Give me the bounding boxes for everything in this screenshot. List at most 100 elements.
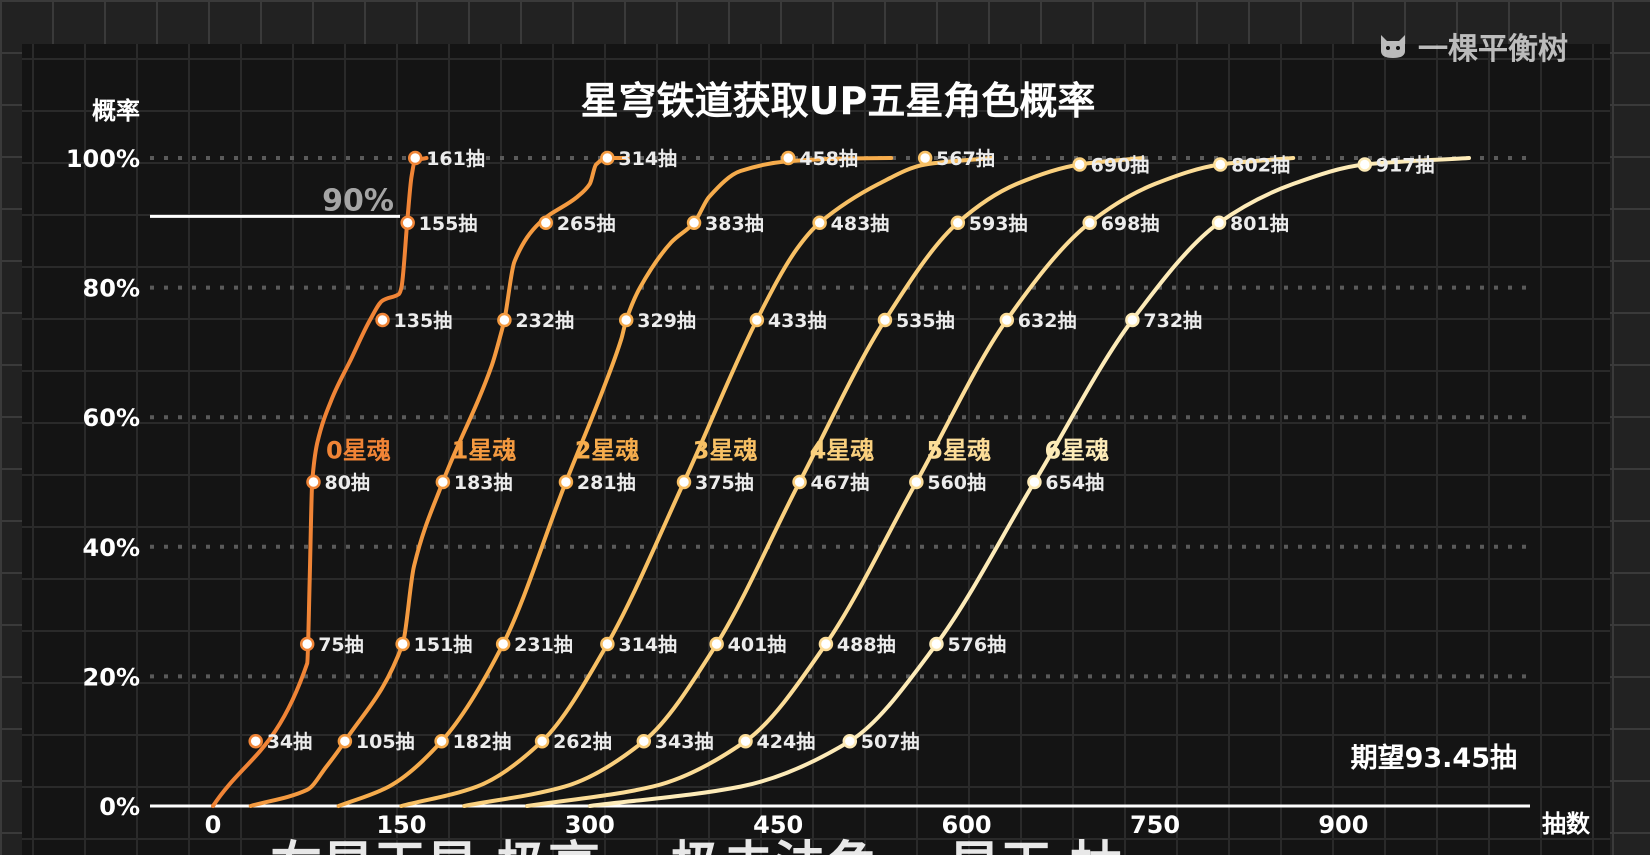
point-label: 281抽 xyxy=(577,471,636,494)
data-point xyxy=(709,636,724,652)
curve-label: 5星魂 xyxy=(926,437,991,465)
data-point xyxy=(950,215,966,231)
data-point xyxy=(1211,215,1227,231)
curve-label: 3星魂 xyxy=(693,437,758,465)
data-point xyxy=(842,733,858,749)
point-label: 329抽 xyxy=(637,309,696,332)
point-label: 433抽 xyxy=(768,309,827,332)
data-point xyxy=(395,636,410,652)
point-label: 182抽 xyxy=(453,730,512,753)
point-label: 690抽 xyxy=(1091,153,1150,176)
point-label: 535抽 xyxy=(896,309,955,332)
series-6: 507抽 576抽 654抽 732抽 801抽 917抽 6星魂 xyxy=(587,153,1471,808)
point-label: 183抽 xyxy=(454,471,513,494)
series-4: 343抽 401抽 467抽 535抽 593抽 690抽 4星魂 xyxy=(462,153,1150,808)
x-tick-label: 900 xyxy=(1318,811,1368,839)
curve-label: 0星魂 xyxy=(326,437,391,465)
point-label: 632抽 xyxy=(1018,309,1077,332)
data-point xyxy=(780,150,796,166)
reference-line-group: 90% xyxy=(150,183,400,218)
point-label: 560抽 xyxy=(927,471,986,494)
x-tick-label: 150 xyxy=(376,811,426,839)
data-point xyxy=(1125,312,1140,328)
series-2: 182抽 231抽 281抽 329抽 383抽 458抽 2星魂 xyxy=(336,147,894,808)
point-label: 314抽 xyxy=(618,147,677,170)
series-line xyxy=(399,156,994,808)
data-point xyxy=(600,150,615,166)
data-point xyxy=(337,733,353,749)
data-point xyxy=(538,215,554,231)
point-label: 488抽 xyxy=(837,633,896,656)
point-label: 135抽 xyxy=(394,309,453,332)
curve-label: 6星魂 xyxy=(1044,437,1109,465)
point-label: 80抽 xyxy=(324,471,369,494)
y-tick-label: 40% xyxy=(83,534,140,562)
point-label: 105抽 xyxy=(356,730,415,753)
y-gridlines xyxy=(150,156,1530,679)
x-axis-label: 抽数 xyxy=(1542,810,1591,838)
watermark-text: 一棵平衡树 xyxy=(1418,32,1568,67)
data-point xyxy=(400,215,415,231)
y-tick-label: 100% xyxy=(66,145,140,173)
point-label: 383抽 xyxy=(705,212,764,235)
y-tick-label: 20% xyxy=(83,663,140,691)
point-label: 576抽 xyxy=(947,633,1006,656)
point-label: 343抽 xyxy=(655,730,714,753)
reference-line-label: 90% xyxy=(322,183,394,218)
point-label: 265抽 xyxy=(557,212,616,235)
data-point xyxy=(434,733,449,749)
axes: 0% 20% 40% 60% 80% 100% 0 150 300 450 600 750 900 xyxy=(66,145,1530,839)
point-label: 593抽 xyxy=(969,212,1028,235)
x-tick-label: 600 xyxy=(942,811,992,839)
series-line xyxy=(525,156,1296,808)
data-point xyxy=(749,312,765,328)
series-line xyxy=(211,156,429,808)
data-point xyxy=(1072,157,1087,172)
data-point xyxy=(495,636,511,652)
point-label: 161抽 xyxy=(426,147,485,170)
data-point xyxy=(1357,157,1373,172)
expectation-annotation: 期望93.45抽 xyxy=(1351,743,1517,774)
data-point xyxy=(1082,215,1097,231)
data-point xyxy=(618,312,634,328)
data-point xyxy=(299,636,315,652)
point-label: 732抽 xyxy=(1143,309,1202,332)
data-point xyxy=(929,636,944,652)
point-label: 467抽 xyxy=(811,471,870,494)
data-point xyxy=(534,733,550,749)
x-tick-label: 300 xyxy=(565,811,615,839)
chart-title: 星穹铁道获取UP五星角色概率 xyxy=(581,79,1096,123)
data-point xyxy=(1027,474,1042,490)
cat-face-icon xyxy=(1381,35,1405,58)
y-tick-label: 0% xyxy=(99,793,140,821)
data-point xyxy=(407,150,423,166)
curve-label: 1星魂 xyxy=(452,437,517,465)
point-label: 155抽 xyxy=(419,212,478,235)
y-axis-label: 概率 xyxy=(92,97,140,125)
curve-label: 4星魂 xyxy=(810,437,875,465)
data-point xyxy=(999,312,1015,328)
point-label: 654抽 xyxy=(1045,471,1104,494)
x-tick-label: 450 xyxy=(753,811,803,839)
curve-label: 2星魂 xyxy=(575,437,640,465)
point-label: 262抽 xyxy=(553,730,612,753)
y-tick-label: 80% xyxy=(83,275,140,303)
data-point xyxy=(435,474,451,490)
data-point xyxy=(917,150,933,166)
series-5: 424抽 488抽 560抽 632抽 698抽 802抽 5星魂 xyxy=(525,153,1296,808)
point-label: 917抽 xyxy=(1376,153,1435,176)
subtitle-strip: 右星王星 极高 一极击法角 一星王 抽 xyxy=(270,837,1122,855)
point-label: 424抽 xyxy=(757,730,816,753)
data-point xyxy=(497,312,512,328)
watermark: 一棵平衡树 xyxy=(1378,26,1568,67)
point-label: 401抽 xyxy=(728,633,787,656)
series-3: 262抽 314抽 375抽 433抽 483抽 567抽 3星魂 xyxy=(399,147,995,808)
x-tick-label: 0 xyxy=(205,811,222,839)
data-point xyxy=(558,474,574,490)
point-label: 507抽 xyxy=(861,730,920,753)
point-label: 314抽 xyxy=(618,633,677,656)
point-label: 231抽 xyxy=(514,633,573,656)
data-point xyxy=(812,215,827,231)
series-1: 105抽 151抽 183抽 232抽 265抽 314抽 1星魂 xyxy=(248,147,677,808)
